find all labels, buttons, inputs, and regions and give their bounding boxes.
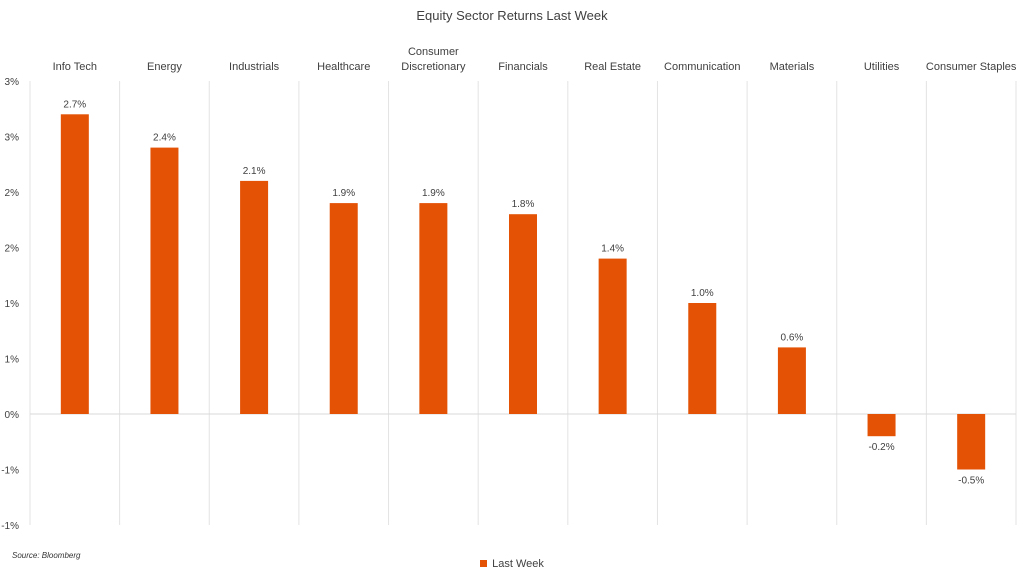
data-label: 1.8%	[512, 199, 535, 210]
data-label: 1.4%	[601, 244, 624, 255]
legend-label: Last Week	[492, 558, 544, 570]
bar	[419, 203, 448, 414]
y-tick-label: 1%	[5, 299, 20, 310]
bar	[60, 114, 89, 415]
data-label: 2.7%	[63, 99, 86, 110]
bar	[150, 147, 179, 414]
data-label: -0.5%	[958, 476, 984, 487]
category-label: Consumer Staples	[926, 61, 1017, 73]
y-tick-label: 2%	[5, 188, 20, 199]
legend: Last Week	[0, 558, 1024, 570]
category-label: Materials	[770, 61, 815, 73]
data-label: 1.9%	[332, 188, 355, 199]
data-label: 1.9%	[422, 188, 445, 199]
category-label: Financials	[498, 61, 548, 73]
bar	[240, 180, 269, 414]
legend-swatch	[480, 560, 488, 567]
bar	[957, 414, 986, 470]
bar	[509, 214, 537, 414]
category-label: Communication	[664, 61, 740, 73]
category-label: Healthcare	[317, 61, 370, 73]
y-tick-label: -1%	[1, 466, 19, 477]
data-label: 2.4%	[153, 133, 176, 144]
category-labels: Info Tech Energy Industrials Healthcare Cons…	[53, 46, 1017, 73]
y-tick-label: 0%	[5, 410, 20, 421]
category-label-line: Discretionary	[401, 61, 466, 73]
category-label-line: Consumer	[408, 46, 459, 58]
bar	[688, 303, 717, 414]
data-label: -0.2%	[868, 442, 894, 453]
source-note: Source: Bloomberg	[12, 551, 81, 560]
data-label: 2.1%	[243, 166, 266, 177]
bar	[329, 203, 358, 414]
data-label: 0.6%	[781, 332, 804, 343]
bar	[867, 414, 896, 437]
y-tick-label: 1%	[5, 355, 20, 366]
data-label: 1.0%	[691, 288, 714, 299]
y-tick-label: 3%	[5, 133, 20, 144]
y-tick-label: 3%	[5, 77, 20, 88]
category-label: Industrials	[229, 61, 280, 73]
bar	[598, 258, 627, 414]
category-label: Utilities	[864, 61, 900, 73]
bar	[777, 347, 806, 414]
bars	[60, 114, 986, 470]
category-label: Info Tech	[53, 61, 97, 73]
category-label: Energy	[147, 61, 182, 73]
y-tick-label: 2%	[5, 244, 20, 255]
y-tick-label: -1%	[1, 521, 19, 532]
data-labels: 2.7% 2.4% 2.1% 1.9% 1.9% 1.8% 1.4% 1.0% 0.6% -0.2…	[63, 99, 984, 486]
chart-title: Equity Sector Returns Last Week	[416, 8, 608, 23]
y-axis-ticks: 3% 3% 2% 2% 1% 1% 0% -1% -1%	[1, 77, 19, 532]
category-label: Real Estate	[584, 61, 641, 73]
